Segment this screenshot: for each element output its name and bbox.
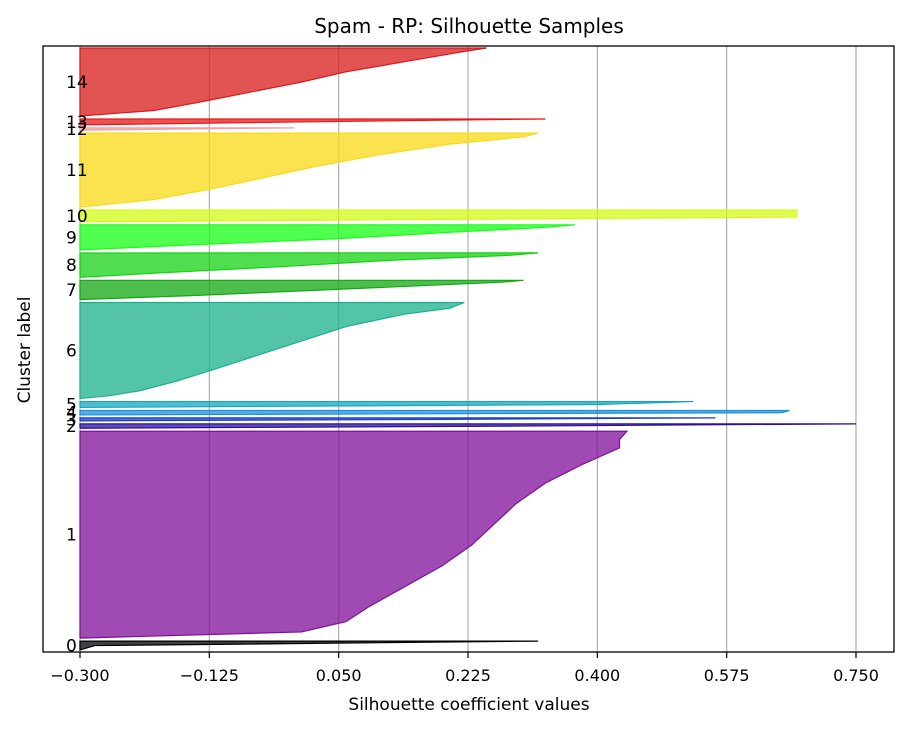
y-axis-label: Cluster label <box>15 297 35 404</box>
cluster-12-area <box>79 127 295 131</box>
cluster-10-area <box>79 209 798 223</box>
x-tick-label: 0.750 <box>833 666 879 685</box>
x-tick-label: 0.400 <box>574 666 620 685</box>
chart-title: Spam - RP: Silhouette Samples <box>314 14 624 38</box>
cluster-6-label: 6 <box>66 342 77 362</box>
x-tick-label: −0.300 <box>50 666 109 685</box>
cluster-0-label: 0 <box>66 637 77 657</box>
cluster-5-label: 5 <box>66 395 77 415</box>
cluster-9-area <box>79 224 576 251</box>
cluster-12-label: 12 <box>66 120 88 140</box>
cluster-14-label: 14 <box>66 73 88 93</box>
x-tick-label: 0.575 <box>704 666 750 685</box>
cluster-2-area <box>79 423 857 429</box>
x-axis-ticks: −0.300 −0.125 0.050 0.225 0.400 0.575 0.750 <box>50 652 879 685</box>
cluster-8-area <box>79 252 539 278</box>
x-tick-label: −0.125 <box>180 666 239 685</box>
cluster-10-label: 10 <box>66 207 88 227</box>
cluster-1-label: 1 <box>66 526 77 546</box>
cluster-6-area <box>79 301 465 400</box>
x-tick-label: 0.225 <box>445 666 491 685</box>
cluster-7-area <box>79 279 524 301</box>
cluster-9-label: 9 <box>66 228 77 248</box>
cluster-3-label: 3 <box>66 410 77 430</box>
cluster-3-area <box>79 417 716 422</box>
cluster-1-area <box>79 430 629 639</box>
cluster-11-label: 11 <box>66 161 88 181</box>
cluster-13-label: 13 <box>66 113 88 133</box>
cluster-5-area <box>79 400 694 409</box>
cluster-2-label: 2 <box>66 417 77 437</box>
cluster-8-label: 8 <box>66 256 77 276</box>
cluster-4-area <box>79 409 790 416</box>
cluster-4-label: 4 <box>66 404 77 424</box>
x-axis-label: Silhouette coefficient values <box>348 695 589 715</box>
cluster-13-area <box>79 118 546 126</box>
cluster-14-area <box>79 47 487 117</box>
cluster-areas <box>79 47 857 651</box>
cluster-7-label: 7 <box>66 281 77 301</box>
cluster-11-area <box>79 132 539 208</box>
cluster-0-area <box>79 640 539 651</box>
x-tick-label: 0.050 <box>316 666 362 685</box>
